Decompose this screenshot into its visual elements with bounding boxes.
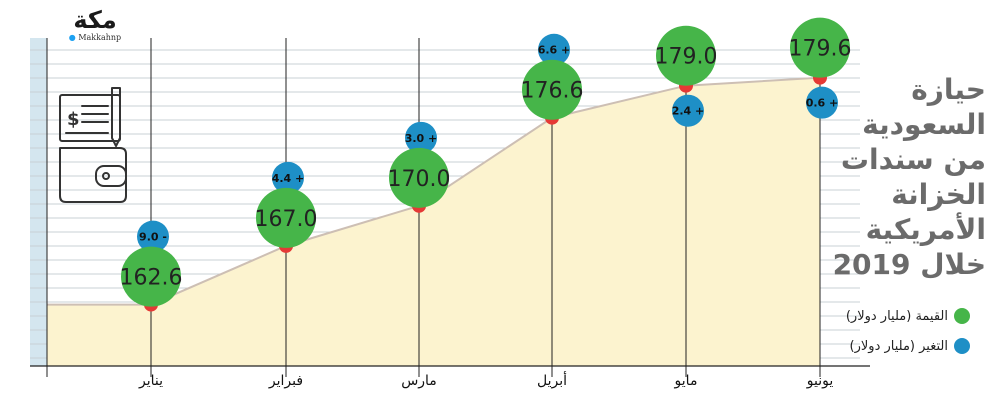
brand-handle: Makkahnp [78, 33, 122, 42]
x-tick-label: يناير [138, 373, 163, 389]
change-label: 2.4 + [672, 105, 705, 118]
value-area [47, 77, 820, 367]
value-label: 167.0 [255, 207, 318, 232]
wallet-button [102, 172, 110, 180]
title-line: الخزانة [891, 178, 986, 211]
change-label: 6.6 + [538, 44, 571, 57]
chart-title: حيازة السعودية من سندات الخزانة الأمريكي… [786, 72, 986, 282]
value-label: 170.0 [388, 167, 451, 192]
brand-mark: مكة [73, 6, 117, 34]
legend-label-value: القيمة (مليار دولار) [845, 308, 948, 324]
legend-swatch-value [954, 308, 970, 324]
wallet-clasp [95, 165, 127, 187]
value-bubble [522, 59, 582, 120]
pen-shape [111, 87, 121, 147]
x-tick-label: فبراير [268, 373, 303, 389]
change-bubble [137, 220, 169, 253]
change-bubble [272, 161, 304, 194]
twitter-icon: ● [68, 33, 76, 42]
legend-swatch-change [954, 338, 970, 354]
change-label: 4.4 + [272, 172, 305, 185]
title-line: السعودية [862, 108, 986, 141]
value-bubble [790, 17, 850, 78]
title-line: خلال 2019 [832, 248, 986, 281]
wallet-shape [59, 147, 127, 203]
change-bubble [538, 33, 570, 66]
left-band [30, 38, 47, 366]
cheque-wallet-icon: $ [59, 87, 127, 203]
x-tick-label: يونيو [806, 373, 834, 389]
change-bubble [806, 86, 838, 119]
change-label: 9.0 - [139, 231, 167, 244]
value-bubble [121, 246, 181, 307]
x-tick-label: أبريل [537, 371, 567, 389]
dollar-sign: $ [67, 109, 80, 130]
title-line: حيازة [911, 73, 986, 106]
change-bubble [672, 94, 704, 127]
legend-item-change: التغير (مليار دولار) [850, 338, 970, 354]
change-label: 3.0 + [405, 132, 438, 145]
change-bubble [405, 121, 437, 154]
value-bubble [389, 147, 449, 208]
title-line: من سندات [840, 143, 986, 176]
x-tick-label: مايو [674, 373, 698, 389]
legend-label-change: التغير (مليار دولار) [849, 338, 948, 354]
x-tick-label: مارس [401, 373, 437, 389]
change-label: 0.6 + [806, 97, 839, 110]
value-bubble [656, 25, 716, 86]
value-label: 162.6 [120, 266, 183, 291]
legend-item-value: القيمة (مليار دولار) [846, 308, 970, 324]
value-bubble [256, 187, 316, 248]
brand-logo: مكة ● Makkahnp [60, 8, 130, 42]
value-label: 176.6 [521, 79, 584, 104]
value-label: 179.0 [655, 45, 718, 70]
title-line: الأمريكية [865, 213, 986, 246]
value-label: 179.6 [789, 37, 852, 62]
